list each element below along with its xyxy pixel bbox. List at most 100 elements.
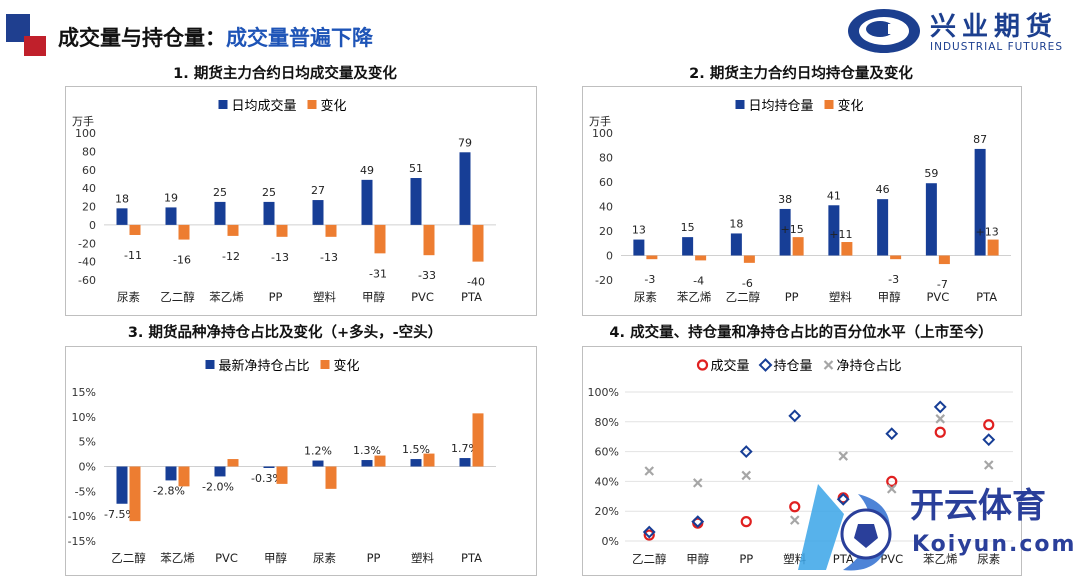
chart-2-bar-s0-5 [877,199,889,256]
chart-1-data-label-s0-1: 19 [164,191,178,204]
chart-2-title: 2. 期货主力合约日均持仓量及变化 [689,66,913,82]
brand-logo-cn: 兴业期货 [930,12,1059,42]
chart-4-point-s1-2 [739,445,753,459]
chart-2-data-label-s1-0: -3 [644,273,655,286]
chart-1-ytick-1: -40 [78,256,96,269]
chart-1-ytick-6: 60 [82,164,96,177]
chart-1-bar-s1-4 [325,224,337,237]
chart-2-bar-s0-6 [925,183,937,256]
chart-1-category-label-6: PVC [411,290,434,304]
watermark-logo-icon [798,484,892,571]
chart-4-point-s2-0 [644,466,655,476]
chart-3-bar-s1-0 [129,466,141,522]
chart-1-panel: 万手 日均成交量 变化 -60 -40 -20 0 20 40 60 80 100 尿素 18 -11 乙二醇… [65,86,537,316]
chart-3-bar-s1-5 [374,455,386,467]
chart-2-ytick-1: 0 [606,250,613,263]
chart-2-category-label-5: 甲醇 [878,290,901,304]
chart-4-point-s2-5 [886,484,897,494]
chart-3-bar-s0-5 [361,460,373,467]
chart-1-ytick-8: 100 [75,127,96,140]
chart-4-point-s1-5 [885,427,899,441]
chart-3-legend-swatch-0 [205,360,215,369]
chart-2-bar-s0-7 [974,148,986,256]
chart-2-data-label-s1-6: -7 [937,278,948,291]
chart-1-bar-s1-7 [472,224,484,262]
chart-3-legend-label-0: 最新净持仓占比 [219,358,310,374]
chart-3-legend-swatch-1 [320,360,330,369]
chart-1-bar-s1-2 [227,224,239,236]
chart-2-panel: 万手 日均持仓量 变化 -20 0 20 40 60 80 100 尿素 13 -3 苯乙烯 15 -4 乙二醇… [582,86,1022,316]
chart-2-category-label-0: 尿素 [634,290,657,304]
chart-2-data-label-s1-2: -6 [742,277,753,290]
page-title: 成交量与持仓量：成交量普遍下降 [58,22,373,52]
header-deco-red [24,36,46,56]
chart-2-data-label-s1-3: +15 [781,223,804,236]
chart-2-ytick-4: 60 [599,176,613,189]
chart-4-category-label-0: 乙二醇 [632,552,667,566]
chart-2-data-label-s0-3: 38 [778,193,792,206]
chart-2-data-label-s0-7: 87 [973,133,987,146]
chart-4-panel: 成交量 持仓量 净持仓占比 0% 20% 40% 60% 80% 100% 乙二醇 甲醇 PP 塑料 PT… [582,346,1022,576]
chart-2-category-label-1: 苯乙烯 [677,290,712,304]
chart-4-category-label-7: 尿素 [977,552,1000,566]
chart-2-bar-s0-4 [828,205,840,256]
chart-2-bar-s0-0 [633,239,645,256]
chart-3-ytick-3: 0% [79,461,96,474]
chart-3-bar-s1-1 [178,466,190,487]
chart-3-category-label-3: 甲醇 [264,551,287,565]
chart-1-unit-label: 万手 [72,114,94,128]
chart-2-ytick-2: 20 [599,225,613,238]
chart-4-category-label-1: 甲醇 [686,552,709,566]
chart-1-bar-s0-0 [116,208,128,225]
chart-1-ytick-2: -20 [78,237,96,250]
chart-1-category-label-3: PP [269,290,283,304]
chart-4-point-s0-2 [740,516,752,528]
brand-logo-en: INDUSTRIAL FUTURES [930,41,1063,53]
chart-2-bar-s1-1 [695,255,707,261]
chart-1-ytick-4: 20 [82,201,96,214]
chart-1-bar-s0-5 [361,179,373,225]
chart-4-point-s1-7 [982,433,996,447]
page-title-prefix: 成交量与持仓量： [58,26,226,50]
watermark-url: Koiyun.com [912,532,1077,557]
chart-3-category-label-1: 苯乙烯 [160,551,195,565]
chart-1-bar-s1-3 [276,224,288,237]
chart-3-data-label-s0-6: 1.5% [402,443,430,456]
chart-3-category-label-2: PVC [215,551,238,565]
chart-1-ytick-3: 0 [89,219,96,232]
chart-3-ytick-5: 10% [72,411,96,424]
chart-1-bar-s1-0 [129,224,141,235]
chart-2-data-label-s0-4: 41 [827,189,841,202]
chart-2-data-label-s0-1: 15 [681,221,695,234]
chart-3-bar-s0-6 [410,459,422,467]
chart-4-point-s1-1 [691,515,705,529]
chart-1-legend-swatch-1 [307,100,317,109]
chart-3-ytick-6: 15% [72,386,96,399]
chart-3-data-label-s0-3: -0.3% [251,472,283,485]
chart-3-data-label-s0-0: -7.5% [104,508,136,521]
chart-1-data-label-s0-3: 25 [262,186,276,199]
chart-1-ytick-0: -60 [78,274,96,287]
chart-2-bar-s1-5 [890,255,902,260]
chart-3-data-label-s0-7: 1.7% [451,442,479,455]
chart-1-data-label-s0-5: 49 [360,164,374,177]
chart-4-ytick-4: 80% [595,416,619,429]
chart-2-svg: 万手 日均持仓量 变化 -20 0 20 40 60 80 100 尿素 13 -3 苯乙烯 15 -4 乙二醇… [589,98,1011,304]
chart-2-data-label-s0-6: 59 [924,167,938,180]
chart-1-data-label-s0-4: 27 [311,184,325,197]
chart-3-ytick-0: -15% [68,535,96,548]
chart-2-bar-s1-0 [646,255,658,260]
chart-3-bar-s0-2 [214,466,226,477]
chart-1-data-label-s1-3: -13 [271,251,289,264]
chart-1-data-label-s1-2: -12 [222,250,240,263]
chart-4-ytick-1: 20% [595,505,619,518]
chart-4-point-s1-3 [788,409,802,423]
chart-1-ytick-5: 40 [82,182,96,195]
chart-2-ytick-0: -20 [595,274,613,287]
chart-2-category-label-3: PP [785,290,799,304]
chart-3-legend-label-1: 变化 [334,358,360,374]
chart-4-point-s2-7 [983,460,994,470]
chart-2-legend-label-1: 变化 [838,98,864,114]
chart-3-bar-s1-3 [276,466,288,484]
